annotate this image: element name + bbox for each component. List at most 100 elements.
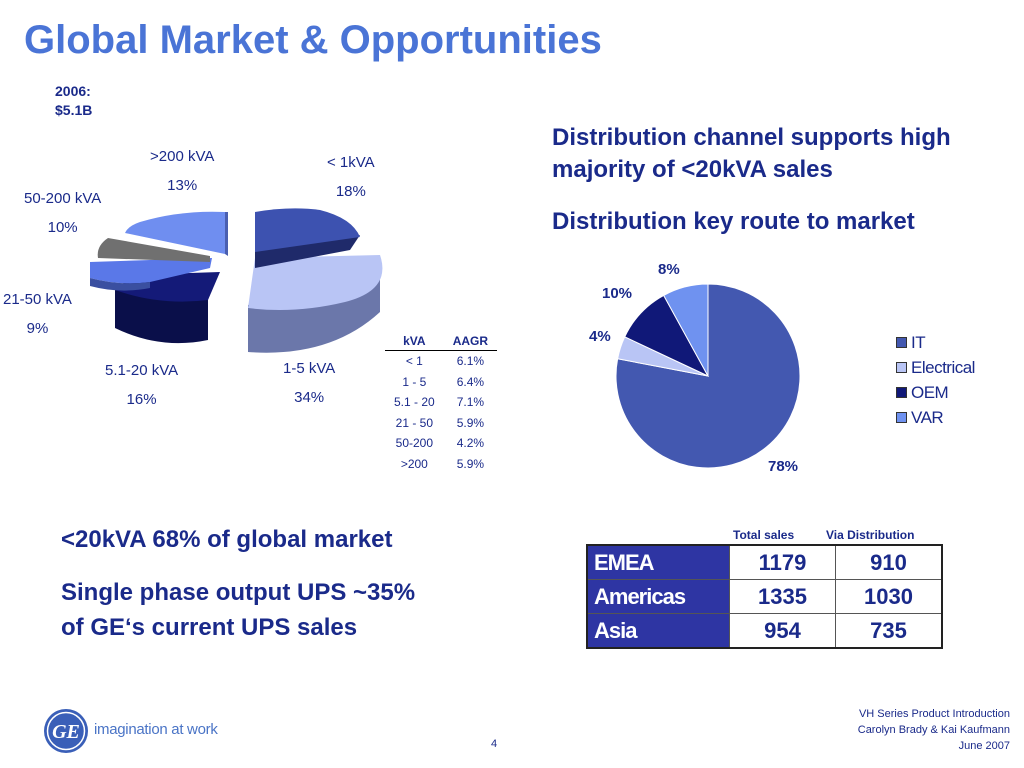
total-sales-cell: 1179 bbox=[729, 544, 836, 580]
slice-1-5-kva-top bbox=[248, 255, 383, 310]
header-total-sales: Total sales bbox=[733, 528, 795, 542]
label-21-50-kva-pct: 9% bbox=[26, 320, 49, 337]
via-distribution-cell: 735 bbox=[835, 613, 943, 649]
data-label-electrical: 4% bbox=[589, 328, 611, 345]
table-row: 21 - 50 5.9% bbox=[385, 413, 497, 434]
legend-item-oem: OEM bbox=[896, 380, 975, 405]
label-1-5-kva: 1-5 kVA 34% bbox=[283, 360, 335, 418]
aagr-cell: 4.2% bbox=[456, 436, 485, 451]
market-size: $5.1B bbox=[55, 102, 93, 118]
aagr-table: kVA AAGR < 1 6.1% 1 - 5 6.4% 5.1 - 20 7.1% … bbox=[385, 332, 498, 475]
region-cell: Americas bbox=[586, 579, 730, 614]
slice-5-20-kva-side bbox=[115, 290, 208, 344]
legend-label-var: VAR bbox=[911, 408, 944, 427]
label-gt-200-kva-pct: 13% bbox=[167, 177, 198, 194]
via-distribution-cell: 910 bbox=[835, 544, 943, 580]
legend-item-electrical: Electrical bbox=[896, 355, 975, 380]
label-5-20-kva-pct: 16% bbox=[126, 391, 157, 408]
legend-label-oem: OEM bbox=[911, 383, 949, 402]
aagr-header-aagr: AAGR bbox=[443, 332, 498, 351]
market-size-label: 2006: $5.1B bbox=[55, 82, 92, 120]
footer-presentation-title: VH Series Product Introduction bbox=[858, 708, 1010, 720]
label-1-5-kva-pct: 34% bbox=[294, 389, 325, 406]
footer-date: June 2007 bbox=[958, 740, 1010, 752]
aagr-cell: 7.1% bbox=[456, 395, 485, 410]
label-50-200-kva: 50-200 kVA 10% bbox=[24, 190, 101, 248]
slide-title: Global Market & Opportunities bbox=[24, 18, 602, 62]
label-5-20-kva: 5.1-20 kVA 16% bbox=[105, 362, 178, 420]
aagr-cell: 5.9% bbox=[456, 456, 485, 471]
data-label-oem: 10% bbox=[602, 285, 633, 302]
table-row: 5.1 - 20 7.1% bbox=[385, 392, 497, 413]
label-gt-200-kva-name: >200 kVA bbox=[150, 148, 215, 165]
table-row: 50-200 4.2% bbox=[385, 433, 497, 454]
legend-swatch-oem bbox=[896, 387, 907, 398]
label-gt-200-kva: >200 kVA 13% bbox=[150, 148, 214, 206]
table-row: >200 5.9% bbox=[385, 454, 497, 475]
distribution-pie-chart bbox=[615, 283, 801, 469]
label-lt-1kva-pct: 18% bbox=[335, 183, 366, 200]
via-distribution-cell: 1030 bbox=[835, 579, 943, 614]
region-cell: Asia bbox=[586, 613, 730, 649]
legend-label-electrical: Electrical bbox=[911, 358, 975, 377]
label-5-20-kva-name: 5.1-20 kVA bbox=[105, 362, 179, 379]
header-via-distribution: Via Distribution bbox=[826, 528, 915, 542]
table-row: Asia 954 735 bbox=[586, 613, 943, 649]
legend-label-it: IT bbox=[911, 333, 926, 352]
label-lt-1kva: < 1kVA 18% bbox=[327, 154, 375, 212]
kva-cell: 5.1 - 20 bbox=[394, 395, 435, 410]
aagr-header-kva: kVA bbox=[385, 332, 444, 351]
table-row: Americas 1335 1030 bbox=[586, 579, 943, 614]
aagr-cell: 5.9% bbox=[456, 415, 485, 430]
kva-cell: 21 - 50 bbox=[395, 415, 434, 430]
legend-item-var: VAR bbox=[896, 405, 975, 430]
kva-cell: 1 - 5 bbox=[402, 374, 427, 389]
legend-swatch-electrical bbox=[896, 362, 907, 373]
pie-slice-it bbox=[615, 283, 801, 469]
kva-segment-pie-chart bbox=[90, 208, 383, 353]
label-lt-1kva-name: < 1kVA bbox=[327, 154, 375, 171]
distribution-legend: IT Electrical OEM VAR bbox=[896, 330, 975, 430]
legend-item-it: IT bbox=[896, 330, 975, 355]
slice-lt-1kva-top bbox=[255, 208, 360, 252]
slice-21-50-kva-side bbox=[90, 278, 150, 291]
footer-authors: Carolyn Brady & Kai Kaufmann bbox=[857, 724, 1010, 736]
footer-credits: VH Series Product Introduction Carolyn B… bbox=[858, 706, 1010, 754]
page-number: 4 bbox=[491, 738, 498, 750]
ge-logo-icon: GE bbox=[44, 709, 88, 753]
distribution-route-headline: Distribution key route to market bbox=[552, 208, 915, 235]
pie-slice-var bbox=[663, 283, 709, 377]
label-1-5-kva-name: 1-5 kVA bbox=[283, 360, 336, 377]
distribution-headline: Distribution channel supports high major… bbox=[552, 124, 951, 183]
legend-swatch-var bbox=[896, 412, 907, 423]
aagr-cell: 6.1% bbox=[456, 354, 485, 369]
slice-gt-200-kva-side bbox=[225, 212, 228, 256]
label-21-50-kva: 21-50 kVA 9% bbox=[3, 291, 72, 349]
label-21-50-kva-name: 21-50 kVA bbox=[3, 291, 72, 308]
data-label-it: 78% bbox=[768, 458, 799, 475]
kva-cell: >200 bbox=[400, 456, 428, 471]
kva-cell: < 1 bbox=[405, 354, 423, 369]
slice-gt-200-kva bbox=[125, 211, 225, 254]
total-sales-cell: 954 bbox=[729, 613, 836, 649]
tagline: imagination at work bbox=[94, 721, 218, 738]
year-label: 2006: bbox=[55, 83, 91, 99]
single-phase-headline: Single phase output UPS ~35% of GE‘s cur… bbox=[61, 579, 416, 641]
slice-21-50-kva bbox=[90, 258, 212, 284]
logo-text: GE bbox=[52, 721, 80, 743]
table-row: EMEA 1179 910 bbox=[586, 544, 943, 580]
global-market-headline: <20kVA 68% of global market bbox=[61, 526, 393, 553]
kva-cell: 50-200 bbox=[395, 436, 434, 451]
label-50-200-kva-pct: 10% bbox=[47, 219, 78, 236]
table-row: 1 - 5 6.4% bbox=[385, 372, 497, 393]
aagr-cell: 6.4% bbox=[456, 374, 485, 389]
aagr-table-header: kVA AAGR bbox=[385, 332, 498, 351]
label-50-200-kva-name: 50-200 kVA bbox=[24, 190, 102, 207]
table-row: < 1 6.1% bbox=[385, 351, 497, 372]
slice-50-200-kva bbox=[97, 238, 210, 262]
region-cell: EMEA bbox=[586, 544, 730, 580]
total-sales-cell: 1335 bbox=[729, 579, 836, 614]
regional-sales-table: EMEA 1179 910 Americas 1335 1030 Asia 95… bbox=[586, 544, 943, 649]
legend-swatch-it bbox=[896, 337, 907, 348]
data-label-var: 8% bbox=[658, 261, 680, 278]
